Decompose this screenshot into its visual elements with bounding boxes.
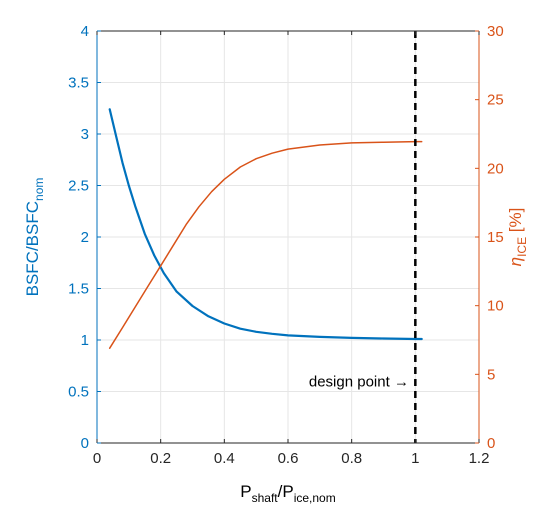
tick-labels: 0 0.2 0.4 0.6 0.8 1 1.200.511.522.533.54051015… bbox=[68, 23, 504, 467]
y-right-tick-label: 10 bbox=[487, 298, 504, 315]
y-right-axis-title-unit: [%] bbox=[506, 208, 525, 237]
efficiency-series-line bbox=[108, 140, 423, 349]
x-tick-label: 0 bbox=[93, 450, 101, 467]
y-right-tick-label: 30 bbox=[487, 23, 504, 40]
y-right-tick-label: 15 bbox=[487, 229, 504, 246]
y-left-tick-label: 1.5 bbox=[68, 281, 89, 298]
y-left-tick-label: 4 bbox=[81, 23, 89, 40]
x-tick-label: 0.8 bbox=[341, 450, 362, 467]
y-left-axis-title-sub: nom bbox=[32, 178, 46, 201]
y-left-axis-title-main: BSFC/BSFC bbox=[23, 201, 42, 296]
y-right-axis-title-sub: ICE bbox=[515, 237, 529, 257]
x-axis-title: Pshaft/Pice,nom bbox=[240, 482, 335, 505]
y-left-tick-label: 3.5 bbox=[68, 75, 89, 92]
design-point-annotation: design point → bbox=[309, 373, 409, 390]
x-axis-title-main: P bbox=[240, 482, 251, 501]
bsfc-series-line bbox=[108, 108, 423, 341]
series-layer bbox=[108, 108, 423, 349]
grid-lines bbox=[96, 30, 480, 444]
x-axis-title-sub-1: shaft bbox=[252, 491, 279, 505]
y-left-axis-title: BSFC/BSFCnom bbox=[23, 178, 46, 297]
y-right-tick-label: 25 bbox=[487, 92, 504, 109]
y-right-axis-title: ηICE [%] bbox=[506, 208, 529, 267]
x-tick-label: 0.6 bbox=[278, 450, 299, 467]
x-tick-label: 0.2 bbox=[150, 450, 171, 467]
y-left-tick-label: 0 bbox=[81, 435, 89, 452]
y-left-tick-label: 1 bbox=[81, 332, 89, 349]
y-left-tick-label: 0.5 bbox=[68, 384, 89, 401]
x-tick-label: 1.2 bbox=[469, 450, 490, 467]
axes bbox=[96, 30, 480, 444]
y-right-tick-label: 20 bbox=[487, 160, 504, 177]
x-tick-label: 0.4 bbox=[214, 450, 235, 467]
x-axis-title-sub-2: ice,nom bbox=[294, 491, 336, 505]
y-left-tick-label: 3 bbox=[81, 126, 89, 143]
y-left-tick-label: 2 bbox=[81, 229, 89, 246]
x-axis-title-mid: /P bbox=[278, 482, 294, 501]
y-right-tick-label: 5 bbox=[487, 366, 495, 383]
y-right-axis-title-main: η bbox=[506, 257, 525, 266]
y-left-tick-label: 2.5 bbox=[68, 178, 89, 195]
y-right-tick-label: 0 bbox=[487, 435, 495, 452]
x-tick-label: 1 bbox=[411, 450, 419, 467]
